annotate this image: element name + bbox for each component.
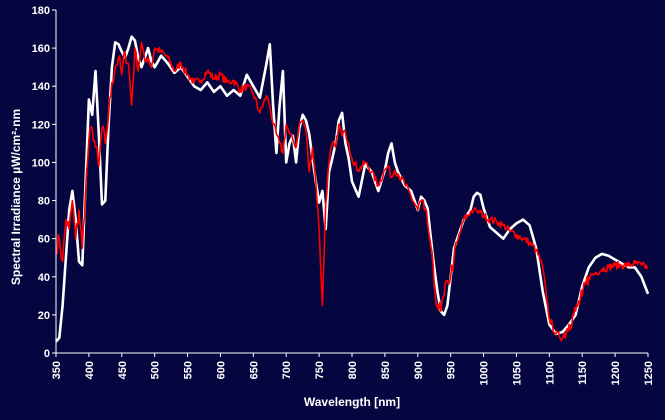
y-tick-label: 0: [44, 348, 50, 360]
y-tick-label: 120: [32, 119, 50, 131]
series-layer: [55, 35, 650, 343]
y-tick-group: 0 20 40 60 80 100 120 140 160 180: [32, 5, 56, 360]
x-tick-label: 650: [248, 361, 260, 379]
x-tick-label: 900: [413, 361, 425, 379]
y-tick-label: 40: [38, 272, 50, 284]
x-tick-label: 1250: [643, 361, 655, 385]
x-tick-label: 1000: [479, 361, 491, 385]
series-line-red: [55, 41, 649, 342]
y-tick-label: 100: [32, 157, 50, 169]
x-tick-label: 500: [150, 361, 162, 379]
x-tick-group: 350 400 450 500 550 600 650 700 750 800 850 900 950 1…: [51, 353, 655, 385]
y-tick-label: 60: [38, 234, 50, 246]
x-tick-label: 800: [347, 361, 359, 379]
x-tick-label: 350: [51, 361, 63, 379]
x-tick-label: 950: [446, 361, 458, 379]
x-tick-label: 450: [117, 361, 129, 379]
x-tick-label: 1200: [610, 361, 622, 385]
series-line-white: [55, 35, 650, 343]
x-tick-label: 700: [281, 361, 293, 379]
y-tick-label: 180: [32, 5, 50, 17]
y-tick-label: 20: [38, 310, 50, 322]
y-tick-label: 80: [38, 196, 50, 208]
y-tick-label: 140: [32, 81, 50, 93]
x-axis-title: Wavelength [nm]: [304, 395, 400, 409]
x-tick-label: 600: [215, 361, 227, 379]
x-tick-label: 1150: [577, 361, 589, 385]
y-tick-label: 160: [32, 43, 50, 55]
y-axis-title: Spectral Irradiance µW/cm²·nm: [9, 109, 23, 285]
x-tick-label: 1050: [511, 361, 523, 385]
x-tick-label: 400: [84, 361, 96, 379]
x-tick-label: 1100: [544, 361, 556, 385]
x-tick-label: 550: [183, 361, 195, 379]
x-tick-label: 850: [380, 361, 392, 379]
x-tick-label: 750: [314, 361, 326, 379]
plot-area: 350 400 450 500 550 600 650 700 750 800 850 900 950 1…: [32, 5, 655, 385]
